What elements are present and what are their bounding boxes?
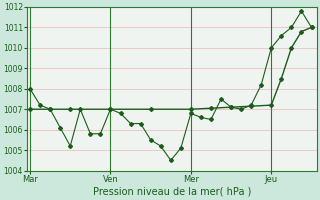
X-axis label: Pression niveau de la mer( hPa ): Pression niveau de la mer( hPa ) — [92, 187, 251, 197]
